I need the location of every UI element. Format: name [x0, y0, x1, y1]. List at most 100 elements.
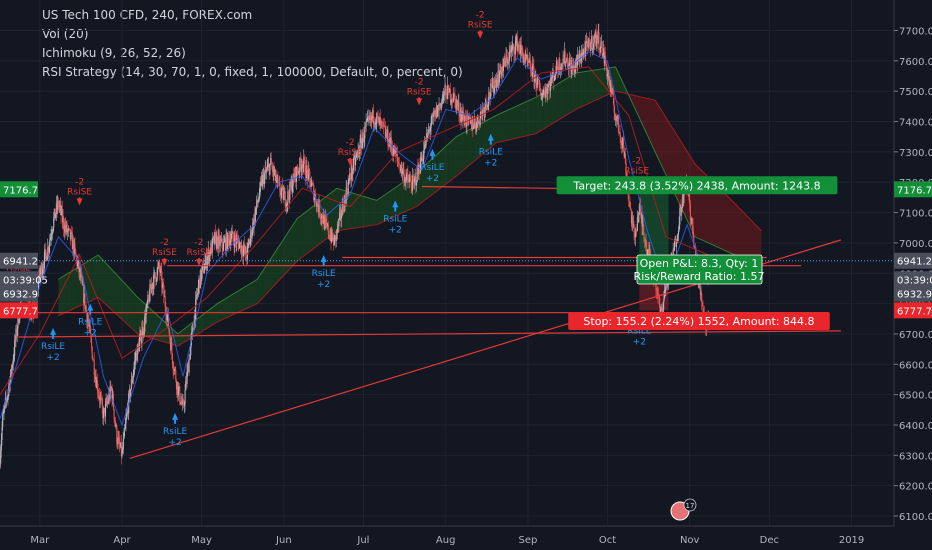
- candle-body: [638, 214, 640, 223]
- candle-body: [242, 252, 244, 257]
- candle-body: [560, 66, 562, 71]
- candle-body: [415, 177, 417, 186]
- candle-body: [429, 128, 432, 132]
- candle-body: [377, 116, 379, 118]
- time-tick-label: Dec: [760, 535, 779, 546]
- cloud-segment: [100, 257, 104, 303]
- candle-body: [406, 172, 408, 179]
- cloud-segment: [289, 226, 292, 270]
- signal-label: RsiLE: [163, 427, 187, 437]
- candle-body: [530, 70, 532, 73]
- candle-body: [318, 201, 320, 213]
- long-signal: RsiLE+2: [420, 148, 445, 184]
- cloud-segment: [397, 184, 401, 215]
- candle-body: [282, 186, 284, 201]
- candle-body: [417, 165, 420, 174]
- candle-body: [59, 206, 61, 207]
- signal-qty: -2: [160, 238, 169, 248]
- candle-body: [82, 284, 84, 286]
- candle-body: [116, 443, 118, 445]
- cloud-segment: [453, 136, 457, 179]
- candle-body: [430, 124, 432, 129]
- candle-body: [110, 385, 112, 390]
- candle-body: [162, 283, 164, 285]
- candle-body: [577, 54, 579, 62]
- candle-body: [533, 66, 535, 82]
- candle-body: [428, 129, 430, 131]
- signal-qty: +2: [84, 329, 97, 339]
- candle-body: [556, 60, 558, 69]
- candle-body: [467, 113, 469, 115]
- candle-body: [171, 342, 173, 354]
- candle-body: [385, 132, 387, 137]
- price-tick-label: 6700.0: [899, 330, 932, 341]
- cloud-segment: [95, 255, 99, 299]
- candle-body: [675, 240, 677, 247]
- candle-body: [132, 378, 134, 383]
- candle-body: [439, 103, 441, 106]
- candle-body: [602, 54, 604, 56]
- candle-body: [579, 53, 581, 59]
- cloud-segment: [331, 190, 335, 235]
- candle-body: [451, 99, 453, 101]
- cloud-segment: [214, 303, 218, 324]
- candle-body: [336, 231, 338, 233]
- candle-body: [89, 325, 91, 333]
- candle-body: [48, 246, 50, 252]
- cloud-segment: [740, 208, 743, 257]
- candle-body: [389, 139, 391, 146]
- candle-body: [301, 165, 303, 171]
- candle-body: [432, 115, 434, 117]
- candle-body: [571, 63, 573, 70]
- candle-body: [303, 157, 306, 160]
- candle-body: [681, 193, 684, 208]
- candle-body: [226, 233, 229, 250]
- candle-body: [546, 88, 548, 95]
- cloud-segment: [748, 217, 751, 259]
- price-tick-label: 6300.0: [899, 451, 932, 462]
- candle-body: [217, 237, 219, 249]
- chart-legend: US Tech 100 CFD, 240, FOREX.com Vol (20)…: [42, 6, 463, 82]
- candle-body: [315, 202, 317, 207]
- candle-body: [660, 310, 662, 312]
- candle-body: [444, 85, 446, 96]
- candle-body: [639, 204, 641, 207]
- candle-body: [673, 249, 675, 251]
- signal-label: RsiLE: [479, 148, 503, 158]
- price-tick-label: 6600.0: [899, 360, 932, 371]
- cloud-segment: [241, 287, 245, 311]
- candle-body: [450, 101, 452, 103]
- candle-body: [228, 239, 231, 245]
- signal-label: RsiSE: [468, 21, 493, 31]
- legend-symbol[interactable]: US Tech 100 CFD, 240, FOREX.com: [42, 8, 253, 22]
- candle-body: [146, 303, 148, 305]
- legend-ichimoku[interactable]: Ichimoku (9, 26, 52, 26): [42, 46, 186, 60]
- candle-body: [435, 106, 437, 118]
- candle-body: [433, 113, 435, 117]
- candle-body: [226, 234, 228, 250]
- candle-body: [455, 98, 457, 109]
- candle-body: [93, 359, 95, 361]
- candle-body: [622, 138, 624, 145]
- candle-body: [588, 38, 590, 41]
- candle-body: [79, 268, 81, 278]
- cloud-segment: [360, 195, 364, 228]
- candle-body: [177, 382, 179, 396]
- candle-body: [551, 77, 553, 83]
- candle-body: [205, 255, 207, 268]
- right-price-label: 6932.9: [894, 285, 932, 302]
- candle-body: [223, 241, 225, 251]
- candle-body: [296, 167, 298, 172]
- candle-body: [482, 107, 484, 116]
- legend-strategy[interactable]: RSI Strategy (14, 30, 70, 1, 0, fixed, 1…: [42, 65, 463, 79]
- candle-body: [679, 208, 681, 225]
- candle-body: [276, 177, 278, 182]
- candle-body: [344, 197, 346, 199]
- candle-body: [142, 326, 144, 335]
- candle-body: [452, 100, 454, 102]
- cloud-segment: [456, 135, 459, 177]
- left-price-label-text: 6777.7: [3, 306, 38, 317]
- signal-qty: +2: [633, 338, 646, 348]
- signal-qty: +2: [484, 159, 497, 169]
